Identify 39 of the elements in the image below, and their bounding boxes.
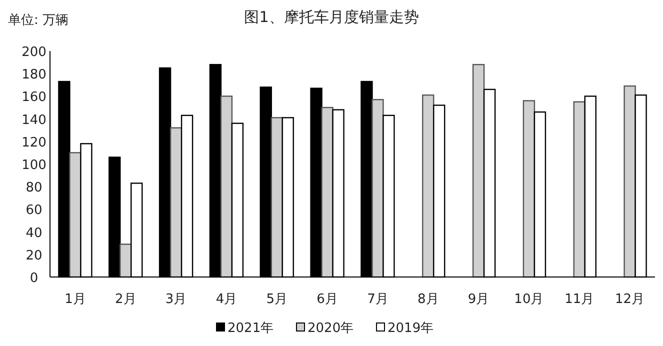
y-tick-label: 40 (26, 226, 42, 241)
x-tick-label: 5月 (266, 292, 288, 307)
bar (624, 85, 636, 278)
bar (422, 94, 434, 278)
y-tick-label: 80 (26, 180, 42, 196)
x-tick-label: 4月 (216, 292, 238, 307)
y-tick-label: 200 (22, 45, 46, 60)
x-tick-label: 11月 (564, 292, 594, 307)
bar (170, 127, 182, 278)
y-tick-label: 140 (22, 112, 46, 128)
x-tick-label: 6月 (316, 292, 338, 307)
y-tick-label: 0 (30, 271, 38, 286)
bar (321, 106, 334, 278)
legend-label: 2021年 (228, 321, 274, 336)
x-tick-label: 10月 (514, 292, 544, 307)
y-tick-label: 60 (26, 203, 42, 218)
bar (220, 96, 233, 278)
bar (69, 152, 82, 278)
bar (522, 100, 536, 278)
bar (270, 117, 283, 278)
x-tick-label: 2月 (114, 292, 136, 307)
chart-title: 图1、摩托车月度销量走势 (244, 8, 419, 26)
x-tick-label: 12月 (615, 292, 645, 307)
x-tick-label: 7月 (367, 292, 388, 307)
x-tick-label: 9月 (468, 292, 490, 307)
bar (472, 64, 485, 278)
x-tick-label: 8月 (417, 292, 439, 307)
y-tick-label: 100 (22, 158, 46, 173)
y-axis-title: 单位: 万辆 (8, 13, 69, 28)
x-tick-label: 1月 (64, 292, 86, 307)
y-tick-label: 160 (22, 90, 46, 106)
y-tick-label: 120 (22, 135, 46, 150)
y-tick-label: 180 (22, 68, 46, 83)
legend-label: 2020年 (308, 321, 354, 336)
bar (372, 98, 384, 278)
legend-label: 2019年 (388, 321, 434, 336)
x-tick-label: 3月 (165, 292, 187, 307)
y-tick-label: 20 (26, 248, 42, 264)
bar (573, 101, 586, 278)
